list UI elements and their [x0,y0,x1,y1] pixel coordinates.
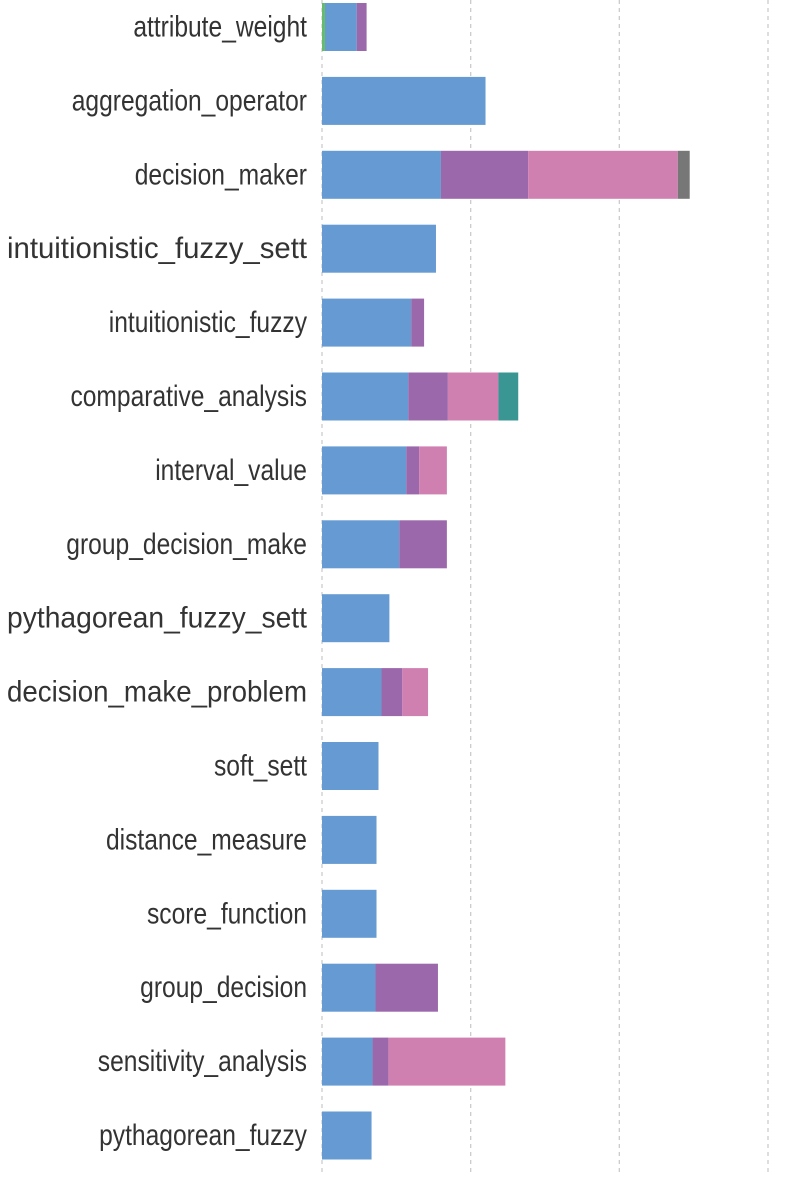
bar-row-soft-sett [322,742,379,790]
bars-layer [322,3,690,1160]
bar-row-sensitivity-analysis [322,1037,506,1086]
bar-segment-decision-maker-series-3 [440,150,529,199]
category-label: group_decision_make [66,528,307,561]
category-label: aggregation_operator [72,84,307,117]
bar-segment-attribute-weight-series-3 [356,3,367,51]
bar-segment-decision-maker-series-4 [528,150,678,199]
category-label: intuitionistic_fuzzy [109,306,307,339]
bar-segment-group-decision-series-3 [375,963,438,1012]
category-label: decision_make_problem [7,676,307,709]
bar-row-pythagorean-fuzzy-sett [322,594,390,643]
bar-row-decision-maker [322,150,690,199]
bar-row-group-decision [322,963,438,1012]
category-label: pythagorean_fuzzy [99,1119,307,1152]
bar-segment-group-decision-make-series-2 [322,520,400,569]
bar-segment-intuitionistic-fuzzy-series-2 [322,298,412,347]
bar-segment-sensitivity-analysis-series-3 [372,1037,389,1086]
bar-row-aggregation-operator [322,76,486,125]
bar-segment-decision-make-problem-series-2 [322,668,382,717]
category-label: decision_maker [135,158,307,191]
bar-segment-interval-value-series-3 [406,446,420,495]
bar-segment-group-decision-series-2 [322,963,376,1012]
bar-segment-intuitionistic-fuzzy-sett-series-2 [322,224,436,273]
bar-row-decision-make-problem [322,668,429,717]
bar-segment-comparative-analysis-series-5 [498,372,519,421]
bar-segment-attribute-weight-series-2 [324,3,357,51]
bar-row-group-decision-make [322,520,447,569]
bar-row-comparative-analysis [322,372,519,421]
bar-row-intuitionistic-fuzzy [322,298,425,347]
bar-row-score-function [322,889,377,938]
bar-segment-decision-make-problem-series-3 [381,668,403,717]
category-label: group_decision [140,971,307,1004]
bar-segment-comparative-analysis-series-4 [447,372,499,421]
bar-segment-interval-value-series-2 [322,446,407,495]
bar-row-pythagorean-fuzzy [322,1111,372,1160]
bar-segment-pythagorean-fuzzy-series-2 [322,1111,372,1160]
bar-segment-comparative-analysis-series-3 [408,372,448,421]
category-label: sensitivity_analysis [98,1045,307,1078]
bar-segment-group-decision-make-series-3 [399,520,447,569]
category-label: soft_sett [214,750,308,783]
category-label: attribute_weight [133,11,307,44]
bar-row-attribute-weight [322,3,367,51]
bar-segment-attribute-weight-series-1 [322,3,325,51]
category-labels: attribute_weight aggregation_operatordeci… [7,11,308,1153]
category-label: comparative_analysis [70,380,307,413]
category-label: pythagorean_fuzzy_sett [7,602,308,635]
bar-segment-aggregation-operator-series-2 [322,76,486,125]
bar-segment-score-function-series-2 [322,889,377,938]
bar-segment-soft-sett-series-2 [322,742,379,790]
bar-segment-decision-make-problem-series-4 [402,668,429,717]
category-label: intuitionistic_fuzzy_sett [7,232,308,265]
bar-segment-decision-maker-series-6 [677,150,690,199]
bar-segment-distance-measure-series-2 [322,815,377,864]
bar-segment-pythagorean-fuzzy-sett-series-2 [322,594,390,643]
bar-segment-sensitivity-analysis-series-2 [322,1037,373,1086]
bar-segment-intuitionistic-fuzzy-series-3 [411,298,425,347]
bar-segment-decision-maker-series-2 [322,150,441,199]
bar-row-distance-measure [322,815,377,864]
bar-segment-interval-value-series-4 [419,446,447,495]
category-label: distance_measure [106,823,307,856]
bar-segment-sensitivity-analysis-series-4 [388,1037,506,1086]
bar-segment-comparative-analysis-series-2 [322,372,409,421]
category-label: score_function [147,897,307,930]
category-label: interval_value [155,454,307,487]
bar-row-intuitionistic-fuzzy-sett [322,224,436,273]
bar-row-interval-value [322,446,447,495]
